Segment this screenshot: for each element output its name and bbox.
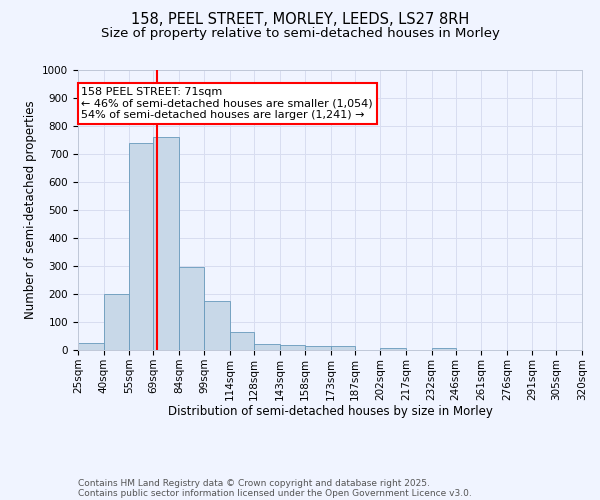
Text: Contains public sector information licensed under the Open Government Licence v3: Contains public sector information licen… <box>78 488 472 498</box>
Bar <box>78 343 104 350</box>
Text: 158 PEEL STREET: 71sqm
← 46% of semi-detached houses are smaller (1,054)
54% of : 158 PEEL STREET: 71sqm ← 46% of semi-det… <box>82 87 373 120</box>
Bar <box>153 137 179 350</box>
Y-axis label: Number of semi-detached properties: Number of semi-detached properties <box>23 100 37 320</box>
X-axis label: Distribution of semi-detached houses by size in Morley: Distribution of semi-detached houses by … <box>167 406 493 418</box>
Bar <box>104 294 129 350</box>
Bar <box>380 348 406 350</box>
Bar <box>431 348 455 350</box>
Bar <box>254 344 280 350</box>
Text: 158, PEEL STREET, MORLEY, LEEDS, LS27 8RH: 158, PEEL STREET, MORLEY, LEEDS, LS27 8R… <box>131 12 469 28</box>
Bar <box>230 332 254 350</box>
Bar <box>129 143 153 350</box>
Bar <box>280 345 305 350</box>
Text: Size of property relative to semi-detached houses in Morley: Size of property relative to semi-detach… <box>101 28 499 40</box>
Bar <box>305 346 331 350</box>
Bar <box>205 301 230 350</box>
Bar <box>331 346 355 350</box>
Bar <box>179 268 205 350</box>
Text: Contains HM Land Registry data © Crown copyright and database right 2025.: Contains HM Land Registry data © Crown c… <box>78 478 430 488</box>
